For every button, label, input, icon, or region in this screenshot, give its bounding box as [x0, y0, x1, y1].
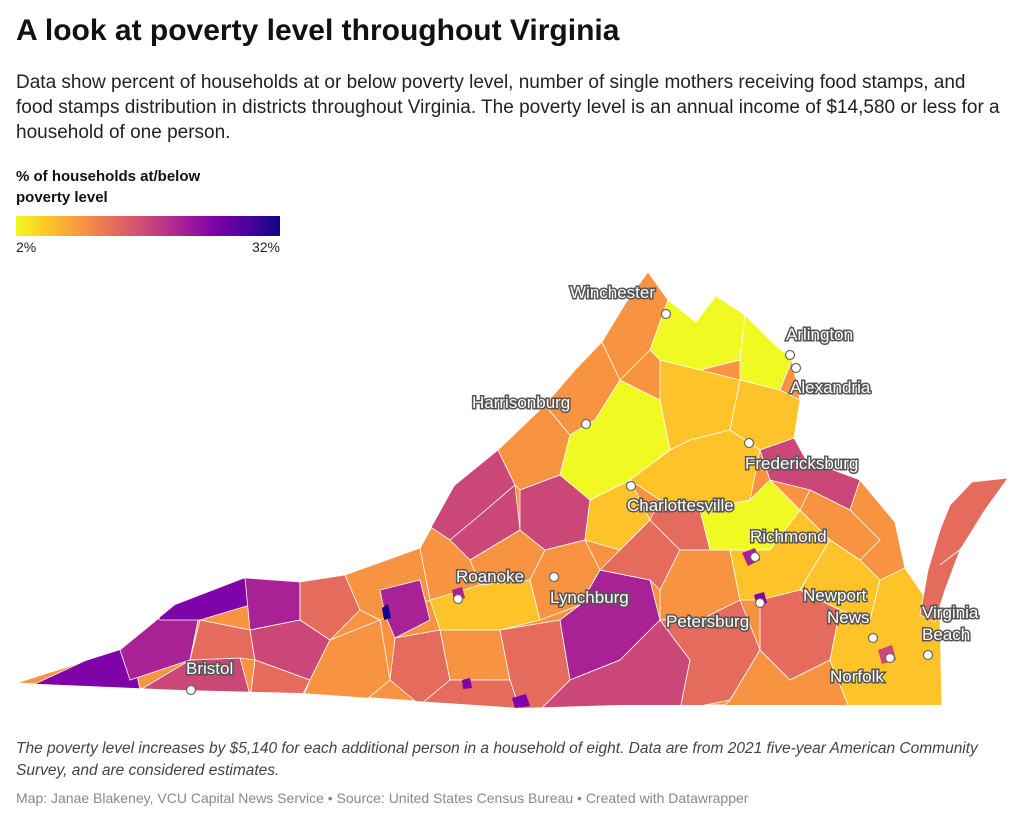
- city-marker-roanoke[interactable]: [452, 593, 464, 605]
- color-legend: % of households at/below poverty level 2…: [16, 166, 280, 261]
- legend-title: % of households at/below poverty level: [16, 168, 201, 206]
- county-hampton-roads[interactable]: [829, 567, 942, 710]
- city-marker-virginia-beach[interactable]: [922, 649, 934, 661]
- city-markers: Winchester Arlington Alexandria Harrisonbur…: [185, 282, 980, 696]
- county-bath[interactable]: [449, 484, 521, 561]
- city-label-virginia-beach: Virginia: [922, 603, 979, 622]
- city-label-charlottesville: Charlottesville: [627, 496, 734, 515]
- page-subtitle: Data show percent of households at or be…: [16, 72, 1000, 143]
- city-marker-lynchburg[interactable]: [548, 571, 560, 583]
- city-label-newport-news: Newport: [803, 586, 867, 605]
- city-label-fredericksburg: Fredericksburg: [745, 454, 858, 473]
- city-marker-newport-news[interactable]: [867, 632, 879, 644]
- city-marker-charlottesville[interactable]: [625, 480, 637, 492]
- city-label-roanoke: Roanoke: [456, 567, 524, 586]
- city-label-virginia-beach: Beach: [922, 625, 970, 644]
- county-danville-city[interactable]: [512, 694, 530, 708]
- city-marker-fredericksburg[interactable]: [743, 437, 755, 449]
- county-boundary-eastern-shore: [939, 547, 963, 566]
- county-franklin[interactable]: [439, 629, 511, 681]
- city-label-richmond: Richmond: [750, 527, 827, 546]
- city-marker-norfolk[interactable]: [884, 652, 896, 664]
- city-marker-arlington[interactable]: [784, 349, 796, 361]
- city-marker-alexandria[interactable]: [790, 362, 802, 374]
- city-label-petersburg: Petersburg: [666, 612, 749, 631]
- legend-min-label: 2%: [16, 239, 37, 255]
- county-eastern-shore[interactable]: [919, 477, 1009, 623]
- city-label-harrisonburg: Harrisonburg: [472, 393, 570, 412]
- legend-labels: 2% 32%: [16, 239, 280, 261]
- virginia-poverty-map[interactable]: Winchester Arlington Alexandria Harrisonbur…: [0, 260, 1024, 720]
- page-title: A look at poverty level throughout Virgi…: [16, 14, 620, 47]
- city-marker-harrisonburg[interactable]: [580, 418, 592, 430]
- city-marker-bristol[interactable]: [185, 684, 197, 696]
- county-martinsville-city[interactable]: [462, 678, 472, 689]
- footnote: The poverty level increases by $5,140 fo…: [16, 740, 978, 779]
- county-far-southwest[interactable]: [0, 639, 141, 701]
- county-mecklenburg[interactable]: [659, 599, 761, 710]
- city-label-bristol: Bristol: [186, 659, 233, 678]
- city-marker-richmond[interactable]: [749, 551, 761, 563]
- city-label-lynchburg: Lynchburg: [550, 588, 629, 607]
- city-label-winchester: Winchester: [570, 283, 655, 302]
- city-marker-petersburg[interactable]: [754, 597, 766, 609]
- city-label-alexandria: Alexandria: [790, 378, 871, 397]
- city-label-newport-news: News: [827, 608, 870, 627]
- va-county-layer: [0, 272, 942, 710]
- city-label-norfolk: Norfolk: [830, 667, 884, 686]
- legend-max-label: 32%: [251, 239, 280, 255]
- county-norton[interactable]: [382, 604, 391, 620]
- legend-gradient-bar: [16, 216, 280, 236]
- credit-line: Map: Janae Blakeney, VCU Capital News Se…: [16, 790, 749, 806]
- county-tazewell[interactable]: [299, 574, 361, 641]
- city-marker-winchester[interactable]: [660, 308, 672, 320]
- eastern-shore: [919, 477, 1009, 623]
- city-label-arlington: Arlington: [786, 325, 853, 344]
